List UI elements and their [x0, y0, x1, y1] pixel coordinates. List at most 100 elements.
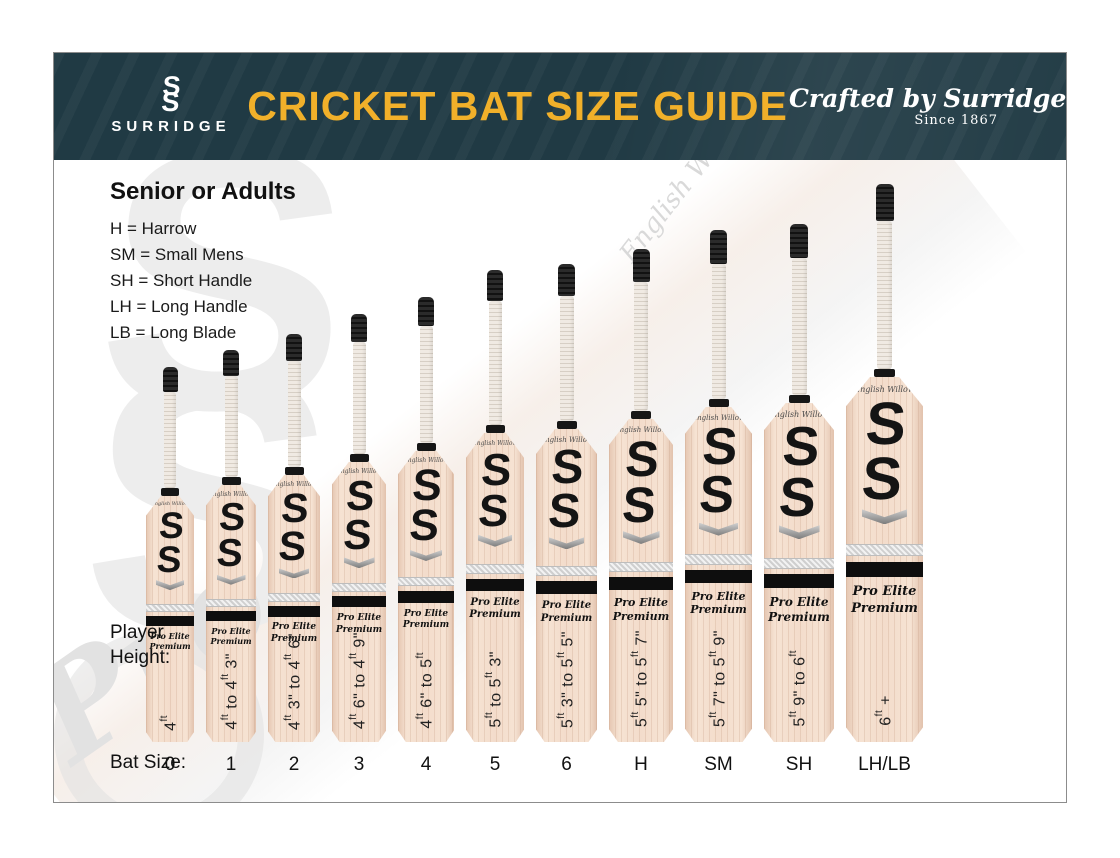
bat-handle-grip	[224, 376, 238, 477]
bat-checker-band	[609, 562, 673, 572]
bat-handle-cap	[710, 230, 727, 264]
bat-checker-band	[466, 563, 524, 574]
bat-black-stripe	[398, 590, 454, 603]
cricket-bat: English Willow S S Pro Elite Premium 4ft 6" t…	[332, 314, 386, 742]
bat-size-value: 2	[288, 754, 300, 775]
bat-black-stripe	[332, 596, 386, 608]
bat-black-stripe	[536, 581, 597, 595]
player-height-value-wrap: 5ft 9" to 6ft	[764, 650, 834, 727]
cricket-bat: English Willow S S Pro Elite Premium 4ft 3" t…	[268, 334, 320, 742]
bat-chevron-icon	[343, 557, 375, 569]
bat-blade: English Willow S S Pro Elite Premium 5ft 7" t…	[685, 407, 752, 742]
player-height-value-wrap: 4ft 3" to 4ft 6"	[268, 633, 320, 730]
bat-collar	[416, 443, 436, 451]
bat-chevron-icon	[279, 568, 309, 579]
legend-item-long-blade: LB = Long Blade	[110, 323, 237, 342]
bat-black-stripe	[846, 562, 923, 578]
bat-size-value: 1	[225, 754, 237, 775]
bat-blade: English Willow S S Pro Elite Premium 4ft	[146, 496, 194, 742]
bat-column-4: English Willow S S Pro Elite Premium 4ft 6" t…	[398, 297, 454, 776]
player-height-label: Player Height:	[110, 622, 171, 668]
bat-black-stripe	[685, 569, 752, 583]
bat-handle-grip	[791, 258, 807, 395]
player-height-value: 4ft 6" to 5ft	[415, 652, 436, 729]
bat-checker-band	[146, 604, 194, 613]
bat-collar	[485, 425, 505, 433]
infographic-frame: S S SURRIDGE CRICKET BAT SIZE GUIDE Craf…	[53, 52, 1067, 803]
bat-column-h: English Willow S S Pro Elite Premium 5ft 5" t…	[609, 249, 673, 776]
bats-row: English Willow S S Pro Elite Premium 4ft 0 Engl…	[146, 184, 923, 776]
player-height-value-wrap: 4ft to 4ft 3"	[206, 653, 256, 730]
bat-model-label: Pro Elite Premium	[210, 625, 252, 646]
player-height-value-wrap: 4ft 6" to 4ft 9"	[332, 632, 386, 729]
bat-checker-band	[398, 576, 454, 586]
bat-blade: English Willow S S Pro Elite Premium 4ft 6" t…	[398, 451, 454, 742]
bat-blade: English Willow S S Pro Elite Premium 5ft 3" t…	[536, 429, 597, 742]
bat-model-label: Pro Elite Premium	[469, 596, 521, 621]
legend-item-short-handle: SH = Short Handle	[110, 271, 253, 290]
bat-column-sh: English Willow S S Pro Elite Premium 5ft 9" t…	[764, 224, 834, 776]
bat-column-1: English Willow S S Pro Elite Premium 4ft to 4…	[206, 350, 256, 776]
bat-collar	[349, 454, 369, 462]
brand-wordmark: SURRIDGE	[111, 117, 231, 135]
bat-handle-grip	[634, 282, 648, 411]
bat-handle-cap	[790, 224, 808, 258]
bat-handle-grip	[488, 301, 502, 425]
bat-collar	[161, 488, 179, 496]
bat-model-label: Pro Elite Premium	[402, 608, 450, 631]
tagline-since: Since 1867	[914, 112, 998, 128]
player-height-value: 4ft 3" to 4ft 6"	[283, 632, 304, 730]
cricket-bat: English Willow S S Pro Elite Premium 5ft 3" t…	[536, 264, 597, 742]
bat-blade: English Willow S S Pro Elite Premium 4ft 3" t…	[268, 475, 320, 742]
bat-checker-band	[268, 593, 320, 603]
bat-model-label: Pro Elite Premium	[690, 589, 747, 617]
cricket-bat: English Willow S S Pro Elite Premium 4ft to 4…	[206, 350, 256, 742]
bat-handle-grip	[559, 296, 574, 421]
page-title: CRICKET BAT SIZE GUIDE	[247, 83, 788, 129]
player-height-value: 4ft to 4ft 3"	[220, 653, 241, 730]
bat-handle-cap	[162, 367, 178, 392]
bat-handle-grip	[287, 361, 301, 467]
cricket-bat: English Willow S S Pro Elite Premium 5ft to 5…	[466, 270, 524, 742]
bat-black-stripe	[206, 610, 256, 621]
bat-model-label: Pro Elite Premium	[540, 600, 593, 624]
bat-black-stripe	[466, 578, 524, 591]
bat-handle-cap	[632, 249, 650, 282]
bat-checker-band	[764, 558, 834, 570]
bat-size-value: H	[634, 754, 648, 775]
bat-checker-band	[206, 598, 256, 607]
cricket-bat: English Willow S S Pro Elite Premium 5ft 5" t…	[609, 249, 673, 742]
legend-item-harrow: H = Harrow	[110, 219, 197, 238]
player-height-value: 5ft 5" to 5ft 7"	[630, 629, 651, 727]
cricket-bat: English Willow S S Pro Elite Premium 5ft 7" t…	[685, 230, 752, 742]
bat-blade: English Willow S S Pro Elite Premium 4ft 6" t…	[332, 462, 386, 742]
bat-collar	[788, 395, 810, 403]
player-height-value-wrap: 5ft 5" to 5ft 7"	[609, 630, 673, 727]
bat-handle-cap	[875, 184, 894, 221]
bat-handle-grip	[419, 326, 433, 443]
bat-handle-grip	[711, 264, 726, 399]
bat-black-stripe	[268, 606, 320, 618]
cricket-bat: English Willow S S Pro Elite Premium 4ft	[146, 367, 194, 742]
player-height-value: 4ft	[159, 715, 180, 731]
bat-collar	[556, 421, 577, 429]
bat-collar	[221, 477, 241, 485]
bat-chevron-icon	[156, 580, 184, 591]
bat-chevron-icon	[410, 549, 442, 561]
player-height-value: 5ft to 5ft 3"	[484, 651, 505, 728]
bat-chevron-icon	[699, 522, 738, 536]
bat-collar	[708, 399, 729, 407]
player-height-value-wrap: 5ft to 5ft 3"	[466, 651, 524, 728]
player-height-value: 4ft 6" to 4ft 9"	[348, 631, 369, 729]
bat-handle-grip	[164, 392, 176, 488]
bat-column-2: English Willow S S Pro Elite Premium 4ft 3" t…	[268, 334, 320, 776]
